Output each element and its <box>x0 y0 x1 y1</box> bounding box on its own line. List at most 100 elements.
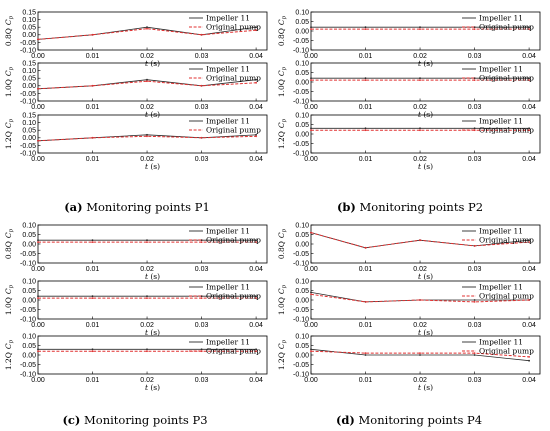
data-point-original <box>200 297 203 299</box>
y-tick-label: 0.15 <box>22 112 36 119</box>
legend-label-original: Original pump <box>206 74 261 83</box>
x-axis-label-var: t <box>418 383 422 392</box>
y-tick-label: -0.10 <box>293 150 309 157</box>
y-tick-label: 0.00 <box>22 297 36 304</box>
legend-label-impeller: Impeller 11 <box>479 338 523 347</box>
x-tick-label: 0.01 <box>359 322 373 329</box>
y-tick-label: -0.10 <box>293 371 309 378</box>
subplot-p2-2: -0.10 -0.05 0.00 0.05 0.10 0.00 0.01 0.02 0.03 0.… <box>277 112 541 171</box>
y-axis-label-var: C <box>277 19 286 25</box>
y-axis-label: 0.8Q Cp <box>277 228 288 259</box>
y-axis-label-sub: p <box>282 228 288 232</box>
y-tick-label: 0.15 <box>22 60 36 67</box>
y-axis-label: 0.8Q Cp <box>4 228 15 259</box>
x-tick-label: 0.04 <box>522 322 536 329</box>
y-axis-label-sub: p <box>282 339 288 343</box>
data-point-original <box>146 80 148 83</box>
x-axis-label: t (s) <box>418 162 433 171</box>
panel-caption: (c) Monitoring points P3 <box>62 413 207 427</box>
panel-caption: (a) Monitoring points P1 <box>64 200 210 214</box>
x-axis-label-var: t <box>145 110 149 119</box>
x-tick-label: 0.04 <box>522 156 536 163</box>
legend-label-impeller: Impeller 11 <box>206 227 250 236</box>
data-point-impeller <box>364 77 367 80</box>
y-axis-label-var: C <box>4 343 13 349</box>
y-tick-label: -0.05 <box>293 89 309 96</box>
y-tick-label: 0.05 <box>295 232 309 239</box>
y-axis-label: 0.8Q Cp <box>4 15 15 46</box>
panel-caption: (b) Monitoring points P2 <box>337 200 483 214</box>
y-tick-label: 0.10 <box>22 278 36 285</box>
x-tick-label: 0.04 <box>522 377 536 384</box>
data-point-original <box>91 33 94 36</box>
data-point-original <box>528 241 530 244</box>
x-tick-label: 0.04 <box>522 266 536 273</box>
y-axis-label-condition: 1.2Q <box>4 131 13 149</box>
legend-label-impeller: Impeller 11 <box>479 227 523 236</box>
y-tick-label: 0.15 <box>22 9 36 16</box>
data-point-impeller <box>146 348 148 351</box>
data-point-impeller <box>364 354 367 356</box>
x-axis-label-var: t <box>145 383 149 392</box>
data-point-impeller <box>146 239 148 242</box>
y-tick-label: -0.10 <box>293 98 309 105</box>
data-point-original <box>91 350 94 353</box>
subplot-p2-0: -0.10-0.050.000.050.100.00 0.01 0.02 0.03 0.… <box>277 9 541 68</box>
x-tick-label: 0.00 <box>304 104 318 111</box>
y-axis-label-var: C <box>4 288 13 294</box>
data-point-impeller <box>91 348 94 351</box>
y-tick-label: 0.05 <box>295 122 309 129</box>
y-axis-label-condition: 1.2Q <box>277 352 286 370</box>
x-tick-label: 0.02 <box>413 53 427 60</box>
y-tick-label: -0.05 <box>293 38 309 45</box>
y-tick-label: 0.05 <box>295 19 309 26</box>
y-axis-label-sub: p <box>9 228 15 232</box>
y-axis-label: 1.2Q Cp <box>277 118 288 149</box>
subplot-p4-0: -0.10 -0.05 0.00 0.05 0.10 0.00 0.01 0.02 0.03 0.… <box>277 222 541 281</box>
data-point-impeller <box>310 291 312 294</box>
y-axis-label-condition: 0.8Q <box>277 28 286 46</box>
y-tick-label: 0.10 <box>295 222 309 229</box>
series-line-original <box>37 80 257 90</box>
subplot-p1-1: -0.10-0.050.000.050.100.150.00 0.01 0.02 0.… <box>4 60 268 119</box>
x-tick-label: 0.02 <box>413 156 427 163</box>
data-point-impeller <box>364 26 367 29</box>
data-point-original <box>200 136 203 139</box>
y-tick-label: -0.10 <box>293 47 309 54</box>
y-axis-label-var: C <box>4 232 13 238</box>
y-tick-label: -0.05 <box>20 91 36 98</box>
y-axis-label-sub: p <box>9 118 15 122</box>
x-tick-label: 0.01 <box>86 104 100 111</box>
data-point-impeller <box>419 26 421 29</box>
data-point-original <box>310 28 312 30</box>
y-tick-label: -0.05 <box>293 141 309 148</box>
y-axis-label: 1.0Q Cp <box>4 284 15 315</box>
y-axis-label: 1.0Q Cp <box>4 66 15 97</box>
series-line-original <box>310 293 530 303</box>
x-axis-label-var: t <box>145 162 149 171</box>
subplot-p4-2: -0.10 -0.05 0.00 0.05 0.10 0.00 0.01 0.02 0.03 0.… <box>277 333 541 392</box>
x-axis-label: t (s) <box>145 110 160 119</box>
y-tick-label: 0.10 <box>22 333 36 340</box>
data-point-impeller <box>146 26 148 29</box>
x-tick-label: 0.00 <box>304 266 318 273</box>
legend-label-impeller: Impeller 11 <box>206 65 250 74</box>
subplot-p3-0: -0.10 -0.05 0.00 0.05 0.10 0.00 0.01 0.02 0.03 0.… <box>4 222 268 281</box>
x-tick-label: 0.03 <box>195 53 209 60</box>
x-axis-label: t (s) <box>418 110 433 119</box>
x-axis-label-unit: (s) <box>148 383 160 392</box>
data-point-impeller <box>364 127 367 130</box>
x-tick-label: 0.03 <box>468 377 482 384</box>
data-point-impeller <box>310 127 312 130</box>
panel-caption-label: (c) <box>62 413 80 427</box>
y-axis-label-sub: p <box>282 284 288 288</box>
x-tick-label: 0.03 <box>195 104 209 111</box>
y-tick-label: 0.10 <box>22 120 36 127</box>
y-tick-label: -0.10 <box>20 371 36 378</box>
legend-label-impeller: Impeller 11 <box>479 14 523 23</box>
y-axis-label-var: C <box>277 288 286 294</box>
x-tick-label: 0.01 <box>359 156 373 163</box>
x-tick-label: 0.01 <box>86 266 100 273</box>
data-point-original <box>37 38 39 41</box>
